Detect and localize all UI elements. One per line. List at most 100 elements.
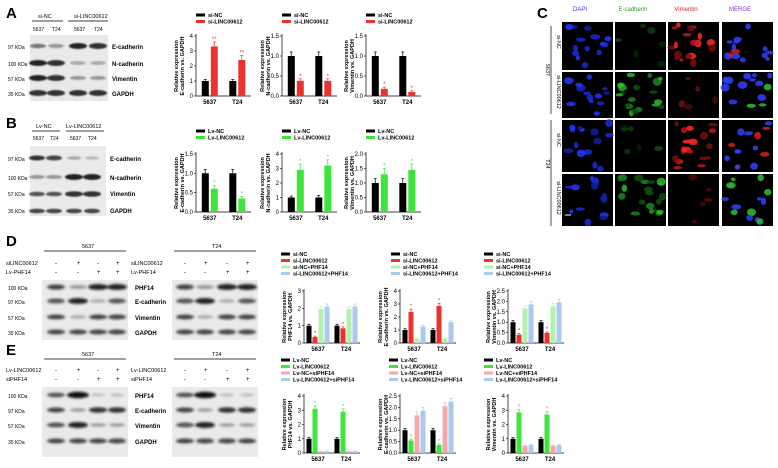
svg-text:+: + bbox=[77, 261, 81, 267]
blot-d-treat-label-2: Lv-PHF14 bbox=[6, 270, 31, 276]
panel-label-b: B bbox=[6, 115, 17, 132]
svg-text:+: + bbox=[97, 270, 101, 276]
bar bbox=[312, 408, 318, 453]
svg-text:+: + bbox=[246, 261, 250, 267]
significance-mark: * bbox=[314, 401, 317, 407]
if-cell-blob bbox=[589, 99, 594, 103]
if-header-ecadherin: E-cadherin bbox=[618, 7, 647, 13]
if-cell-blob bbox=[590, 128, 599, 136]
legend-swatch bbox=[281, 259, 290, 262]
bar bbox=[510, 438, 516, 454]
bar bbox=[229, 173, 237, 212]
legend-label: si-NC bbox=[208, 13, 222, 19]
y-axis-label: Relative expression bbox=[174, 40, 180, 92]
legend-label: si-LINC00612 bbox=[378, 20, 413, 26]
x-category-label: 5637 bbox=[407, 347, 421, 353]
western-blot-b: Lv-NC Lv-LINC00612 5637 T24 5637 T24 97 … bbox=[8, 124, 142, 216]
legend-swatch bbox=[281, 358, 290, 362]
x-category-label: T24 bbox=[341, 457, 352, 463]
legend-label: Lv-LINC00612 bbox=[401, 365, 437, 371]
legend-swatch bbox=[389, 371, 398, 375]
svg-text:+: + bbox=[97, 377, 101, 383]
if-cell-blob bbox=[743, 131, 754, 136]
if-cell-blob bbox=[751, 73, 757, 78]
if-cell-blob bbox=[733, 36, 742, 43]
y-tick-label: 0.0 bbox=[271, 94, 280, 100]
bar-chart-e3: Lv-NCLv-LINC00612Lv-NC+siPHF14Lv-LINC006… bbox=[484, 358, 564, 463]
if-row-label-2: si-LINC00612 bbox=[555, 75, 561, 109]
if-cell-blob bbox=[656, 209, 664, 215]
if-cell-blob bbox=[673, 41, 678, 49]
y-tick-label: 1 bbox=[502, 437, 506, 443]
y-tick-label: 0.0 bbox=[389, 451, 398, 457]
legend-label: si-NC+PHF14 bbox=[293, 265, 329, 271]
x-category-label: T24 bbox=[545, 457, 556, 463]
blot-e-treat-label-4: siPHF14 bbox=[131, 377, 152, 383]
significance-mark: * bbox=[411, 159, 414, 165]
bar bbox=[318, 451, 324, 453]
x-category-label: 5637 bbox=[515, 457, 529, 463]
panel-label-c: C bbox=[537, 5, 548, 22]
significance-mark: * bbox=[546, 407, 549, 413]
bar bbox=[324, 306, 330, 343]
legend-swatch bbox=[484, 259, 493, 262]
if-cell-blob bbox=[757, 174, 764, 182]
blot-e-kda-1: 100 KDa bbox=[8, 394, 28, 400]
if-cell-blob bbox=[737, 81, 748, 89]
bar bbox=[430, 430, 436, 453]
y-axis-label: N-cadherin vs. GAPDH bbox=[266, 153, 272, 212]
y-tick-label: 2.0 bbox=[497, 299, 506, 305]
if-cell-blob bbox=[593, 137, 602, 145]
panel-label-d: D bbox=[6, 233, 17, 250]
bar bbox=[522, 445, 528, 453]
if-cell-blob bbox=[764, 121, 773, 126]
legend-label: Lv-LINC00612 bbox=[293, 365, 329, 371]
if-image-tile bbox=[668, 174, 719, 226]
bar bbox=[306, 438, 312, 454]
blot-d-protein-1: PHF14 bbox=[135, 286, 154, 292]
y-tick-label: 4 bbox=[298, 394, 302, 400]
x-category-label: T24 bbox=[402, 216, 413, 222]
if-cell-blob bbox=[563, 148, 574, 154]
if-row-label-3: si-NC bbox=[555, 133, 561, 147]
significance-mark: * bbox=[213, 181, 216, 187]
if-cell-blob bbox=[617, 82, 625, 89]
if-cell-blob bbox=[656, 198, 662, 205]
blot-e-protein-2: E-cadherin bbox=[135, 409, 166, 415]
panel-label-e: E bbox=[6, 342, 16, 359]
western-blot-d: 5637 T24 siLINC00612 Lv-PHF14 siLINC0061… bbox=[6, 244, 258, 340]
if-cell-blob bbox=[755, 80, 764, 87]
legend-swatch bbox=[391, 259, 400, 262]
y-tick-label: 0 bbox=[190, 94, 194, 100]
if-cell-blob bbox=[628, 126, 634, 132]
legend-swatch bbox=[281, 378, 290, 381]
bar bbox=[315, 56, 323, 96]
western-blot-e: 5637 T24 Lv-LINC00612 siPHF14 Lv-LINC006… bbox=[6, 352, 258, 457]
if-cell-blob bbox=[634, 174, 644, 182]
if-cell-blob bbox=[730, 209, 738, 216]
if-cell-blob bbox=[760, 151, 770, 157]
bar bbox=[287, 56, 295, 96]
bar bbox=[399, 183, 407, 212]
if-cell-blob bbox=[672, 155, 679, 163]
if-cell-blob bbox=[657, 60, 666, 67]
blot-d-signs: - + - + - - + + - + - + - - + + bbox=[55, 261, 250, 276]
bar bbox=[436, 445, 442, 453]
y-tick-label: 1.5 bbox=[389, 417, 398, 423]
blot-a-group-2: si-LINC00612 bbox=[74, 14, 108, 20]
if-cell-blob bbox=[722, 76, 730, 84]
bar bbox=[380, 174, 388, 212]
if-cell-blob bbox=[737, 128, 745, 136]
if-cell-blob bbox=[686, 149, 694, 154]
svg-text:+: + bbox=[77, 368, 81, 374]
y-tick-label: 1.0 bbox=[497, 320, 506, 326]
bar bbox=[315, 197, 323, 212]
if-cell-blob bbox=[734, 149, 739, 154]
blot-e-treat-label-3: Lv-LINC00612 bbox=[131, 368, 166, 374]
blot-b-kda-2: 100 KDa bbox=[8, 176, 28, 182]
if-cell-blob bbox=[760, 197, 767, 206]
if-cell-blob bbox=[761, 52, 768, 58]
if-cell-blob bbox=[658, 76, 663, 81]
